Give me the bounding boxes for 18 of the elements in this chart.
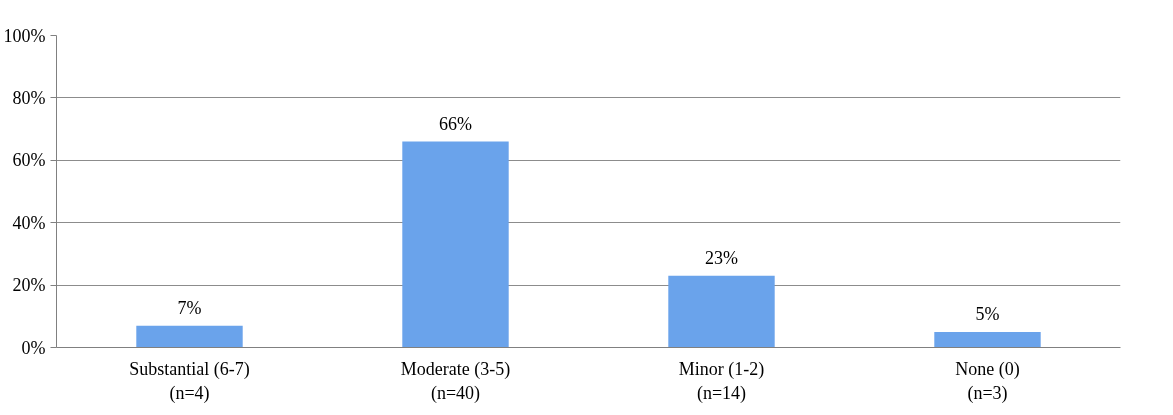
bar (668, 275, 775, 348)
x-tick-label: None (0) (n=3) (955, 358, 1020, 404)
data-label: 23% (705, 247, 738, 268)
y-tick-label: 100% (3, 25, 46, 46)
x-tick-label: Moderate (3-5) (n=40) (400, 358, 511, 404)
y-tick-label: 0% (21, 337, 46, 358)
bar (934, 331, 1041, 348)
y-tick-label: 80% (12, 87, 46, 108)
x-tick-label: Minor (1-2) (n=14) (678, 358, 765, 404)
x-tick-label: Substantial (6-7) (n=4) (129, 358, 250, 404)
data-label: 7% (177, 297, 202, 318)
y-tick-label: 20% (12, 275, 46, 296)
data-label: 66% (439, 113, 472, 134)
data-label: 5% (975, 303, 1000, 324)
y-tick-label: 60% (12, 150, 46, 171)
y-tick-label: 40% (12, 212, 46, 233)
bar (136, 325, 243, 348)
bar (402, 141, 509, 348)
